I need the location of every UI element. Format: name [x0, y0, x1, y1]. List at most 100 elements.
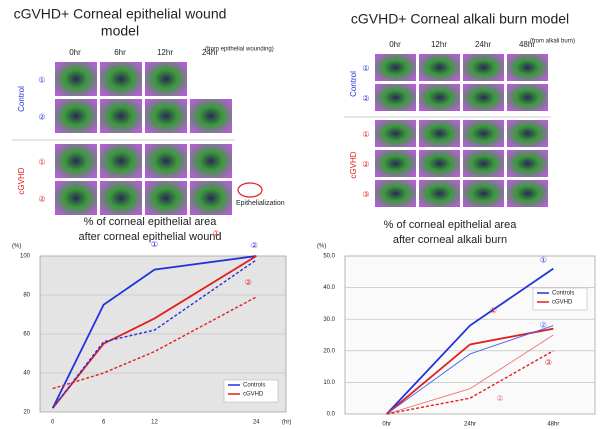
- eye-image: [100, 62, 142, 96]
- eye-image: [419, 180, 460, 207]
- y-tick-label: 40: [23, 371, 30, 377]
- slide: cGVHD+ Corneal epithelial woundmodel 0hr 6…: [0, 0, 600, 429]
- x-tick-label: 48hr: [547, 422, 559, 428]
- annotation: ②: [245, 278, 252, 287]
- eye-image: [507, 84, 548, 111]
- eye-image: [190, 99, 232, 133]
- y-axis-label: (%): [317, 244, 326, 250]
- row-label: ①: [38, 76, 45, 85]
- row-label: ②: [362, 160, 369, 169]
- note: (from alkali burn): [530, 39, 575, 45]
- y-tick-label: 80: [23, 293, 30, 299]
- row-label: ②: [38, 113, 45, 122]
- y-tick-label: 50.0: [323, 254, 335, 260]
- eye-image: [55, 99, 97, 133]
- eye-image: [145, 144, 187, 178]
- eye-image: [375, 120, 416, 147]
- eye-image: [190, 144, 232, 178]
- annotation: ①: [540, 256, 547, 265]
- y-tick-label: 60: [23, 332, 30, 338]
- eye-image: [375, 150, 416, 177]
- x-axis-label: (hr): [282, 420, 291, 426]
- eye-image: [55, 144, 97, 178]
- eye-image: [419, 120, 460, 147]
- eye-image: [507, 120, 548, 147]
- annotation: ①: [213, 229, 220, 238]
- marker: [238, 183, 262, 197]
- eye-image: [463, 84, 504, 111]
- group-label: Control: [349, 71, 358, 97]
- y-tick-label: 10.0: [323, 380, 335, 386]
- eye-image: [100, 99, 142, 133]
- y-tick-label: 20: [23, 410, 30, 416]
- legend-label: cGVHD: [552, 300, 573, 306]
- column-label: 0hr: [389, 40, 401, 49]
- eye-image: [507, 54, 548, 81]
- legend-label: cGVHD: [243, 392, 264, 398]
- y-tick-label: 30.0: [323, 317, 335, 323]
- eye-image: [463, 54, 504, 81]
- eye-image: [100, 144, 142, 178]
- chart-title: % of corneal epithelial area: [384, 219, 518, 231]
- column-label: 6hr: [114, 48, 126, 57]
- column-label: 12hr: [157, 48, 173, 57]
- x-tick-label: 6: [102, 420, 106, 426]
- annotation: ②: [251, 241, 258, 250]
- eye-image: [463, 120, 504, 147]
- annotation: ③: [545, 358, 552, 367]
- panel-title: model: [101, 23, 139, 39]
- eye-image: [55, 181, 97, 215]
- eye-image: [507, 150, 548, 177]
- legend-label: Controls: [243, 383, 265, 389]
- row-label: ②: [38, 195, 45, 204]
- x-tick-label: 24: [253, 420, 260, 426]
- row-label: ①: [362, 130, 369, 139]
- eye-image: [419, 150, 460, 177]
- eye-image: [507, 180, 548, 207]
- y-tick-label: 40.0: [323, 285, 335, 291]
- eye-image: [375, 84, 416, 111]
- legend-label: Controls: [552, 291, 574, 297]
- row-label: ②: [362, 94, 369, 103]
- note: (from epithelial wounding): [205, 47, 274, 53]
- plot-area: [345, 256, 595, 414]
- eye-image: [463, 150, 504, 177]
- annotation: ①: [151, 240, 158, 249]
- annotation: ①: [490, 306, 497, 315]
- column-label: 24hr: [475, 40, 491, 49]
- eye-image: [375, 180, 416, 207]
- x-tick-label: 12: [151, 420, 158, 426]
- y-axis-label: (%): [12, 244, 21, 250]
- x-tick-label: 0hr: [382, 422, 391, 428]
- column-label: 12hr: [431, 40, 447, 49]
- eye-image: [145, 99, 187, 133]
- panel-title: cGVHD+ Corneal alkali burn model: [351, 11, 569, 27]
- y-tick-label: 20.0: [323, 348, 335, 354]
- chart-title: % of corneal epithelial area: [84, 216, 218, 228]
- y-tick-label: 0.0: [327, 412, 336, 418]
- panel-title: cGVHD+ Corneal epithelial wound: [14, 6, 227, 22]
- eye-image: [100, 181, 142, 215]
- group-label: cGVHD: [17, 167, 26, 194]
- row-label: ①: [362, 64, 369, 73]
- x-tick-label: 0: [51, 420, 55, 426]
- column-label: 0hr: [69, 48, 81, 57]
- x-tick-label: 24hr: [464, 422, 476, 428]
- row-label: ①: [38, 158, 45, 167]
- annotation: ②: [540, 321, 547, 330]
- marker-label: Epithelialization: [236, 200, 285, 207]
- eye-image: [463, 180, 504, 207]
- eye-image: [419, 84, 460, 111]
- chart-title: after corneal alkali burn: [393, 234, 507, 246]
- eye-image: [419, 54, 460, 81]
- eye-image: [375, 54, 416, 81]
- eye-image: [145, 181, 187, 215]
- group-label: cGVHD: [349, 151, 358, 178]
- eye-image: [190, 181, 232, 215]
- group-label: Control: [17, 86, 26, 112]
- annotation: ②: [496, 394, 503, 403]
- row-label: ③: [362, 190, 369, 199]
- eye-image: [55, 62, 97, 96]
- y-tick-label: 100: [20, 254, 31, 260]
- eye-image: [145, 62, 187, 96]
